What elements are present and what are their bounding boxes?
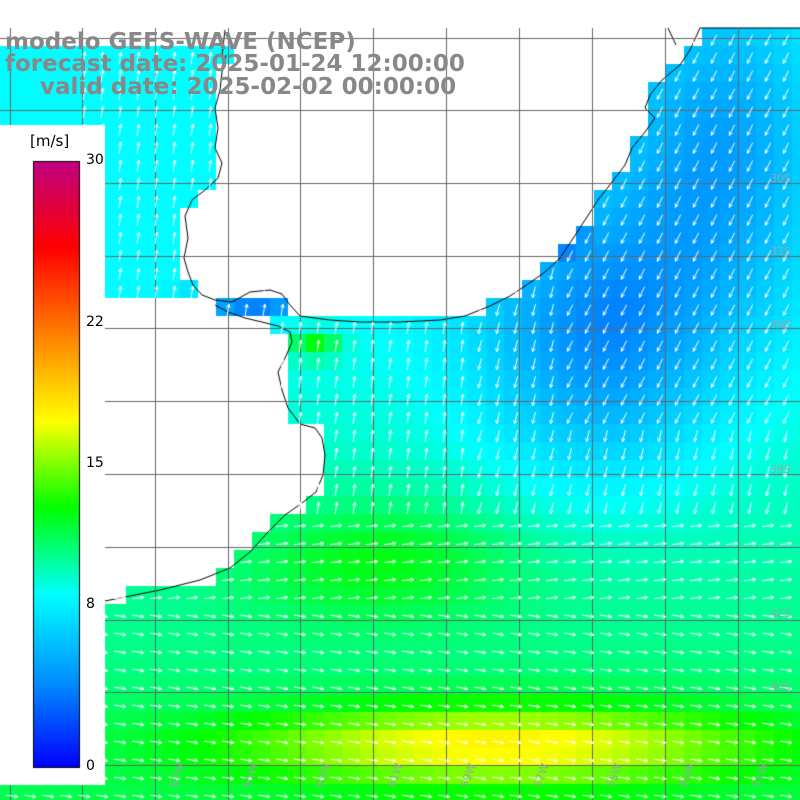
latitude-label: 45S [770, 680, 791, 693]
colorbar-units: [m/s] [30, 132, 70, 150]
colorbar-tick-label: 8 [86, 596, 95, 613]
colorbar-tick-label: 30 [86, 152, 104, 168]
valid-date: valid date: 2025-02-02 00:00:00 [40, 74, 457, 100]
latitude-label: 36S [770, 318, 791, 331]
colorbar-tick-label: 0 [86, 758, 95, 774]
colorbar-tick-label: 22 [86, 313, 104, 330]
latitude-label: 42S [770, 607, 791, 620]
latitude-label: 30S [770, 172, 791, 185]
latitude-label: 33S [770, 245, 791, 258]
colorbar-tick-label: 15 [86, 455, 104, 471]
forecast-date: forecast date: 2025-01-24 12:00:00 [5, 51, 465, 77]
latitude-label: 39S [770, 463, 791, 476]
model-title: modelo GEFS-WAVE (NCEP) [5, 29, 356, 55]
